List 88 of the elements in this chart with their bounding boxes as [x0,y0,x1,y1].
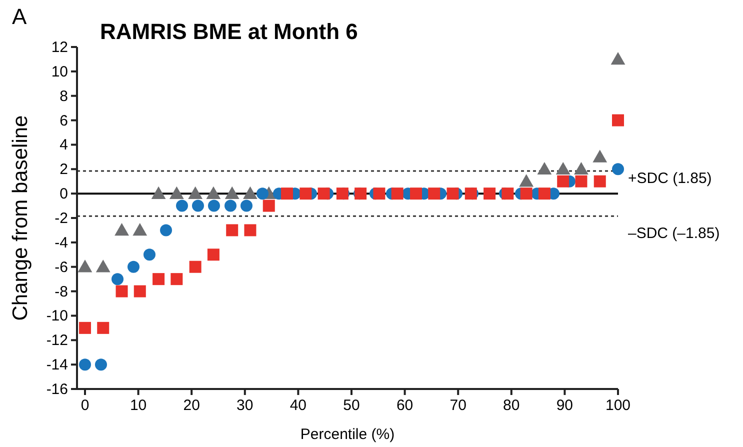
y-tick-label: 0 [60,186,68,203]
y-tick-label: -16 [46,381,68,398]
point [114,223,129,236]
point [391,188,404,200]
y-tick-label: -12 [46,332,68,350]
point [610,52,626,65]
ref-line-label: +SDC (1.85) [628,170,712,187]
point [446,188,459,200]
point [428,188,440,200]
text: A [12,4,27,29]
point [151,186,166,199]
x-tick-label: 30 [236,397,254,414]
ref-line-label: –SDC (–1.85) [628,225,720,242]
point [574,162,588,175]
x-tick-label: 100 [605,397,631,414]
point [410,188,422,200]
x-tick-label: 0 [80,397,90,414]
point [116,285,128,298]
y-axis-title: Change from baseline [9,115,32,321]
point [128,260,140,273]
point [134,285,146,298]
point [78,260,92,272]
y-tick-label: 8 [60,88,68,105]
point [318,188,330,200]
point [78,358,91,371]
point [189,260,202,273]
y-tick-label: -2 [54,210,68,227]
point [224,186,240,199]
point [256,188,268,200]
x-tick-label: 70 [450,397,466,414]
point [612,114,624,126]
point [78,322,91,334]
point [240,200,252,212]
y-tick-label: -4 [54,234,68,252]
y-tick-label: -10 [46,308,68,325]
x-tick-label: 50 [343,397,360,414]
point [556,162,570,175]
point [502,188,514,200]
x-tick-label: 10 [130,397,147,414]
point [484,188,496,200]
y-tick-label: 2 [60,161,68,178]
point [96,260,110,272]
point [188,186,203,199]
point [169,186,184,199]
point [243,186,258,199]
x-tick-label: 90 [556,397,574,414]
point [538,188,550,200]
y-tick-label: 4 [60,136,68,154]
point [557,175,570,188]
point [160,224,172,236]
point [143,248,156,261]
point [594,175,606,188]
y-tick-label: -6 [54,258,68,276]
y-tick-label: -8 [54,283,68,300]
point [281,188,294,200]
point [132,223,148,236]
point [520,188,532,200]
point [575,175,588,188]
point [207,248,220,261]
y-tick-label: -14 [46,356,68,374]
point [300,188,312,200]
point [537,162,552,175]
x-axis-title: Percentile (%) [300,426,395,443]
point [262,200,275,212]
x-tick-label: 20 [183,397,200,414]
point [170,273,183,286]
point [112,273,124,286]
x-tick-label: 60 [396,397,414,414]
point [208,200,220,212]
point [176,200,188,212]
point [152,273,165,286]
point [373,188,386,200]
point [97,322,110,334]
chart-title: RAMRIS BME at Month 6 [100,19,358,44]
y-tick-label: 12 [51,39,68,56]
y-tick-label: 6 [60,112,68,130]
y-tick-label: 10 [51,63,68,80]
point [592,150,608,162]
point [612,163,624,176]
point [94,358,107,371]
point [206,186,221,199]
point [224,200,237,212]
x-tick-label: 40 [290,397,307,414]
point [192,200,204,212]
point [519,174,534,187]
point [244,224,256,236]
point [226,224,238,236]
x-tick-label: 80 [503,397,520,414]
